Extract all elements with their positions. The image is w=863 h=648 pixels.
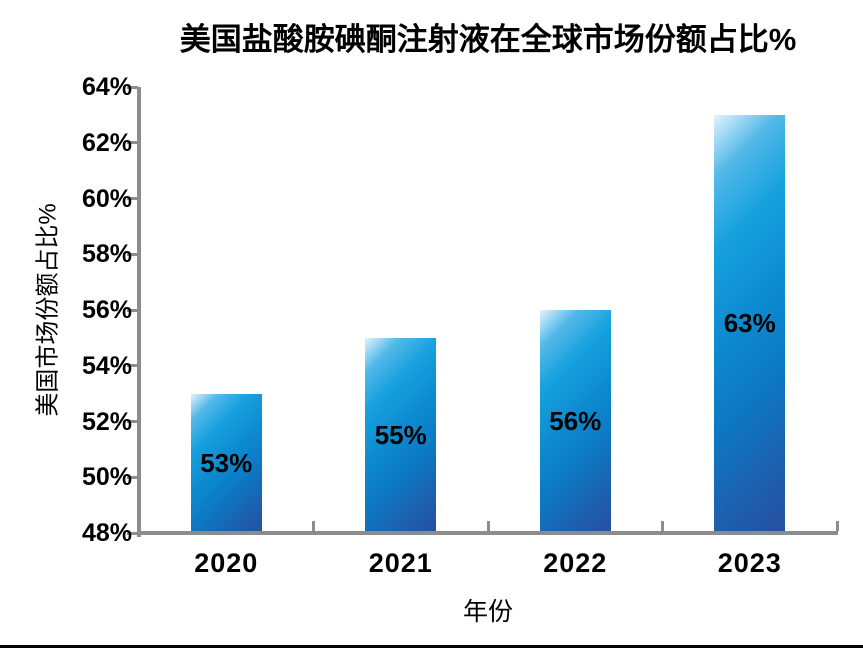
bar-value-label: 53% (200, 447, 253, 478)
y-tick-label: 48% (81, 519, 132, 547)
image-bottom-border (0, 645, 863, 648)
x-axis-line (137, 531, 838, 535)
y-axis-tick (127, 364, 138, 368)
y-axis-tick (127, 252, 138, 256)
y-axis-tick (127, 420, 138, 423)
bar-value-label: 55% (374, 419, 427, 450)
x-axis-tick (137, 521, 141, 531)
bar-value-label: 56% (549, 406, 602, 436)
y-axis-tick (127, 85, 138, 89)
bar-value-label: 63% (723, 308, 776, 339)
y-axis-tick (127, 141, 138, 145)
bar-2023: 63% (714, 114, 786, 533)
x-axis-title: 年份 (462, 598, 513, 626)
bar-2020: 53% (190, 393, 262, 533)
y-tick-label: 52% (81, 407, 132, 436)
y-axis-line (137, 87, 141, 537)
y-axis-tick (127, 475, 138, 479)
y-axis-tick (127, 531, 138, 535)
x-tick-label: 2022 (543, 548, 608, 578)
y-axis-tick (127, 197, 138, 200)
y-tick-label: 54% (81, 351, 132, 380)
bar-2022: 56% (539, 310, 611, 533)
y-tick-label: 62% (81, 128, 132, 157)
x-axis-tick (312, 521, 315, 531)
y-tick-label: 50% (81, 463, 132, 492)
x-tick-label: 2020 (194, 548, 259, 578)
y-tick-label: 56% (81, 296, 132, 324)
x-axis-tick (835, 521, 839, 531)
bar-2021: 55% (365, 337, 437, 533)
y-tick-label: 64% (81, 73, 132, 101)
y-axis-tick (127, 308, 138, 312)
y-tick-label: 60% (81, 184, 132, 213)
x-tick-label: 2023 (717, 548, 782, 578)
chart-title: 美国盐酸胺碘酮注射液在全球市场份额占比% (179, 22, 797, 57)
y-tick-label: 58% (81, 240, 132, 269)
x-axis-tick (486, 521, 490, 531)
x-axis-tick (661, 521, 664, 531)
x-tick-label: 2021 (368, 548, 433, 578)
